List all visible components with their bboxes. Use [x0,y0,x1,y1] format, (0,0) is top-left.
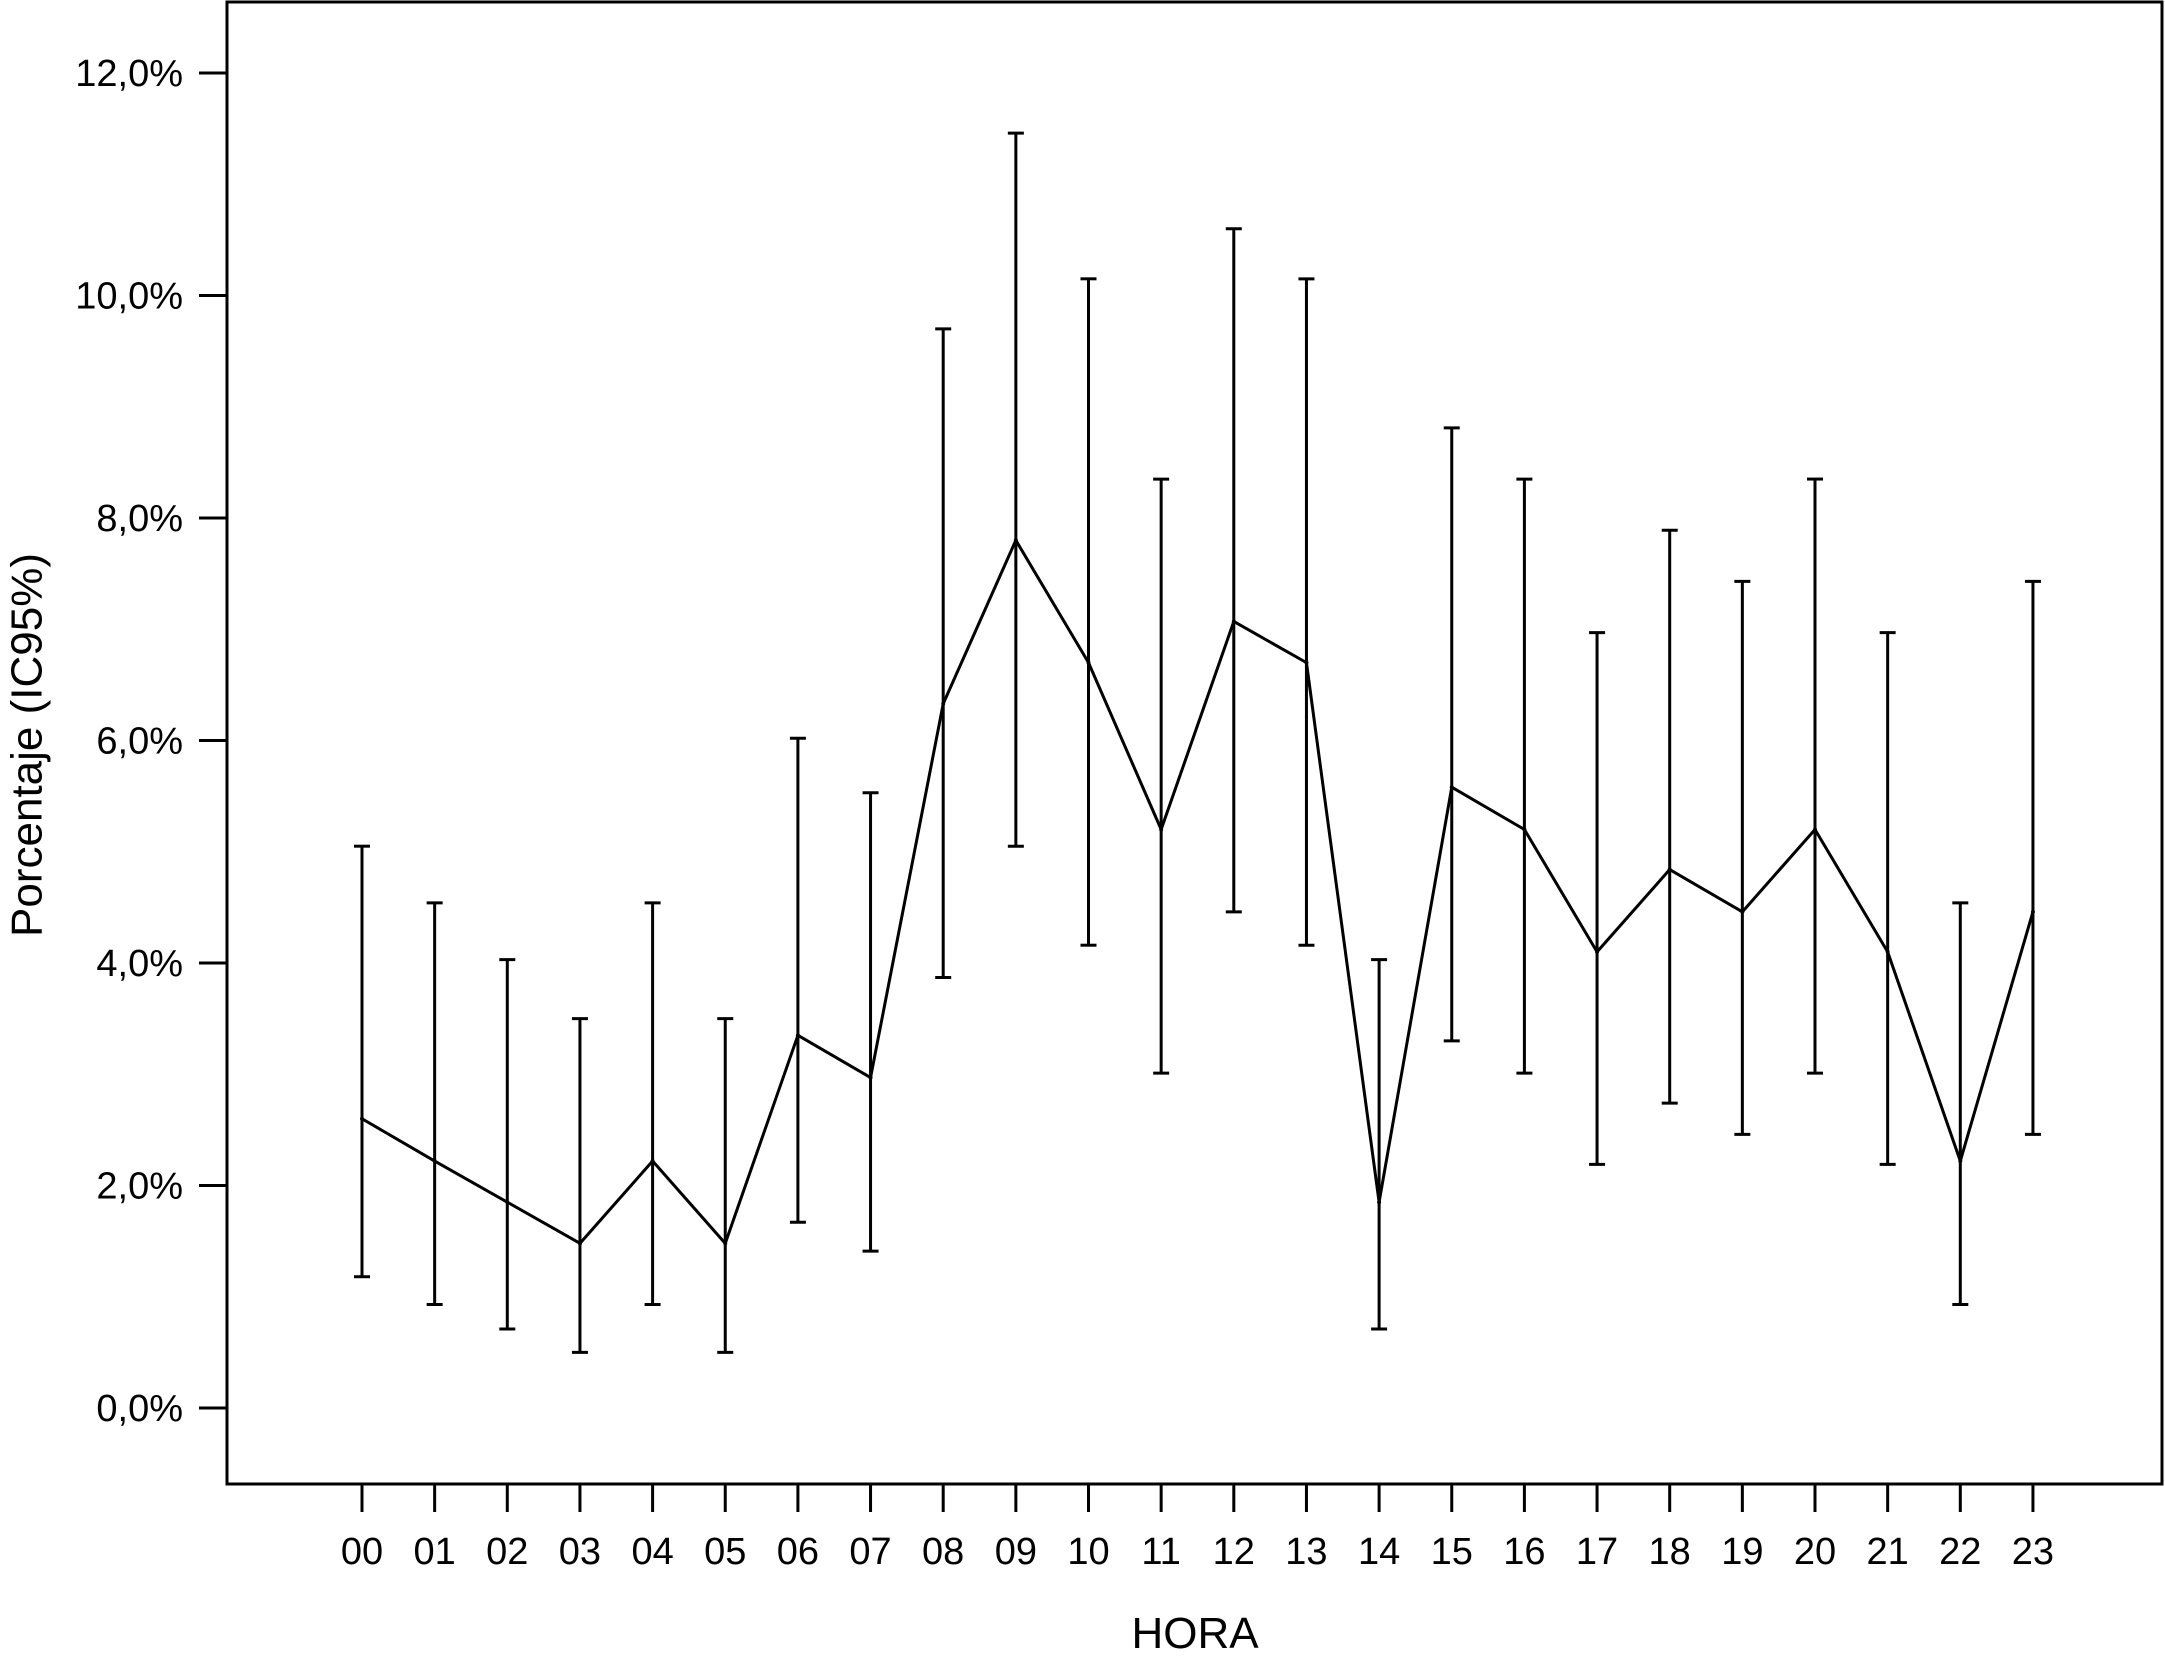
data-point [1159,827,1164,832]
x-tick-label: 20 [1794,1531,1836,1573]
series-segment [1668,868,1744,914]
series-segment [651,1159,727,1245]
data-point [1013,538,1018,543]
data-point [941,701,946,706]
series-segment [1522,828,1599,954]
x-tick-label: 07 [849,1531,891,1573]
data-point [1667,867,1672,872]
x-tick-label: 08 [922,1531,964,1573]
plot-frame [225,0,2164,1486]
data-point [1885,949,1890,954]
error-bars [354,131,2041,1354]
y-tick-label: 4,0% [96,943,183,985]
data-point [1449,785,1454,790]
series-segment [1159,619,1236,831]
data-point [723,1241,728,1246]
x-tick-label: 04 [631,1531,673,1573]
y-tick-label: 10,0% [75,276,183,318]
data-point [650,1159,655,1164]
y-tick-label: 2,0% [96,1166,183,1208]
series-segment [1014,538,1090,665]
y-axis-title: Porcentaje (IC95%) [3,553,52,937]
x-tick-label: 03 [559,1531,601,1573]
x-tick-label: 10 [1067,1531,1109,1573]
series-segment [1595,868,1672,954]
x-tick-label: 11 [1141,1531,1180,1573]
data-point [1231,619,1236,624]
x-tick-label: 06 [777,1531,819,1573]
series-segment [1813,828,1890,954]
series-segment [505,1200,582,1245]
data-point [1377,1200,1382,1205]
x-tick-label: 14 [1358,1531,1400,1573]
series-segment [1740,828,1817,914]
x-tick-label: 02 [486,1531,528,1573]
series-segment [433,1159,509,1204]
data-point [1813,827,1817,832]
x-tick-label: 00 [341,1531,383,1573]
data-point [432,1159,437,1164]
series-segment [1886,950,1962,1163]
y-tick-label: 8,0% [96,498,183,540]
data-point [577,1241,582,1246]
data-point [505,1200,510,1205]
series-segment [1232,619,1308,665]
x-tick-label: 22 [1939,1531,1981,1573]
y-tick-label: 12,0% [75,53,183,95]
series-segment [1304,661,1381,1204]
x-axis-title: HORA [1131,1609,1259,1658]
data-point [1304,660,1309,665]
data-point [1086,660,1091,665]
series-segment [1087,661,1163,831]
data-point [1522,827,1527,832]
x-tick-label: 17 [1576,1531,1618,1573]
y-tick-label: 6,0% [96,721,183,763]
data-point [795,1033,800,1038]
data-point [1595,949,1600,954]
data-point [360,1116,364,1121]
axes: 0,0% 2,0% 4,0% 6,0% 8,0% 10,0% 12,0% 00 01 02 03 04… [75,0,2164,1573]
x-tick-label: 19 [1721,1531,1763,1573]
series-segment [360,1117,437,1163]
x-tick-label: 09 [995,1531,1037,1573]
x-tick-label: 13 [1285,1531,1327,1573]
series-segment [723,1033,800,1245]
x-tick-label: 05 [704,1531,746,1573]
x-tick-label: 21 [1867,1531,1909,1573]
series-segment [941,538,1018,706]
series-segment [1377,785,1454,1204]
series-segment [578,1159,655,1245]
data-point [1958,1159,1963,1164]
x-tick-label: 01 [414,1531,456,1573]
data-point [868,1075,873,1080]
series-segment [869,702,945,1080]
x-tick-label: 12 [1213,1531,1255,1573]
x-tick-label: 18 [1649,1531,1691,1573]
x-tick-label: 15 [1431,1531,1473,1573]
data-point [1740,909,1745,914]
y-tick-label: 0,0% [96,1388,183,1430]
series-segment [796,1033,873,1080]
series-segment [1958,910,2035,1163]
x-tick-label: 16 [1503,1531,1545,1573]
series-segment [1450,785,1526,831]
x-tick-label: 23 [2012,1531,2054,1573]
series-line [360,538,2035,1246]
data-point [2030,909,2035,914]
